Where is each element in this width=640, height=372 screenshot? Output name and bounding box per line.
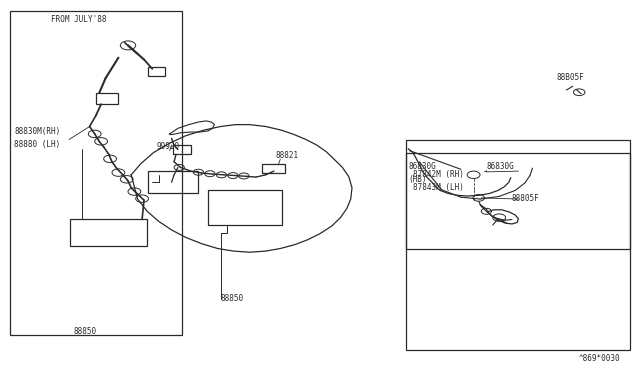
Text: 87842M (RH): 87842M (RH) (413, 170, 463, 179)
Text: 88B05F: 88B05F (557, 73, 584, 82)
Text: 86830G: 86830G (486, 162, 514, 171)
Bar (173, 145, 191, 154)
Text: 87843M (LH): 87843M (LH) (413, 183, 463, 192)
Bar (70, 219, 147, 246)
Text: 88805F: 88805F (512, 194, 540, 203)
Text: 88821: 88821 (275, 151, 298, 160)
Text: 99920: 99920 (157, 142, 180, 151)
Bar (148, 67, 165, 76)
Bar (96, 93, 118, 104)
Bar (406, 140, 630, 350)
Text: (HB): (HB) (408, 175, 427, 184)
Text: 86830G: 86830G (408, 162, 436, 171)
Bar (10, 11, 182, 335)
Text: 88850: 88850 (74, 327, 97, 336)
Text: FROM JULY'88: FROM JULY'88 (51, 15, 107, 24)
Bar (262, 164, 285, 173)
Text: 88880 (LH): 88880 (LH) (14, 140, 60, 149)
Text: 88830M(RH): 88830M(RH) (14, 127, 60, 136)
Text: ^869*0030: ^869*0030 (579, 354, 621, 363)
Text: 88850: 88850 (221, 294, 244, 303)
Bar (148, 171, 198, 193)
Bar (406, 153, 630, 249)
Bar (208, 190, 282, 225)
